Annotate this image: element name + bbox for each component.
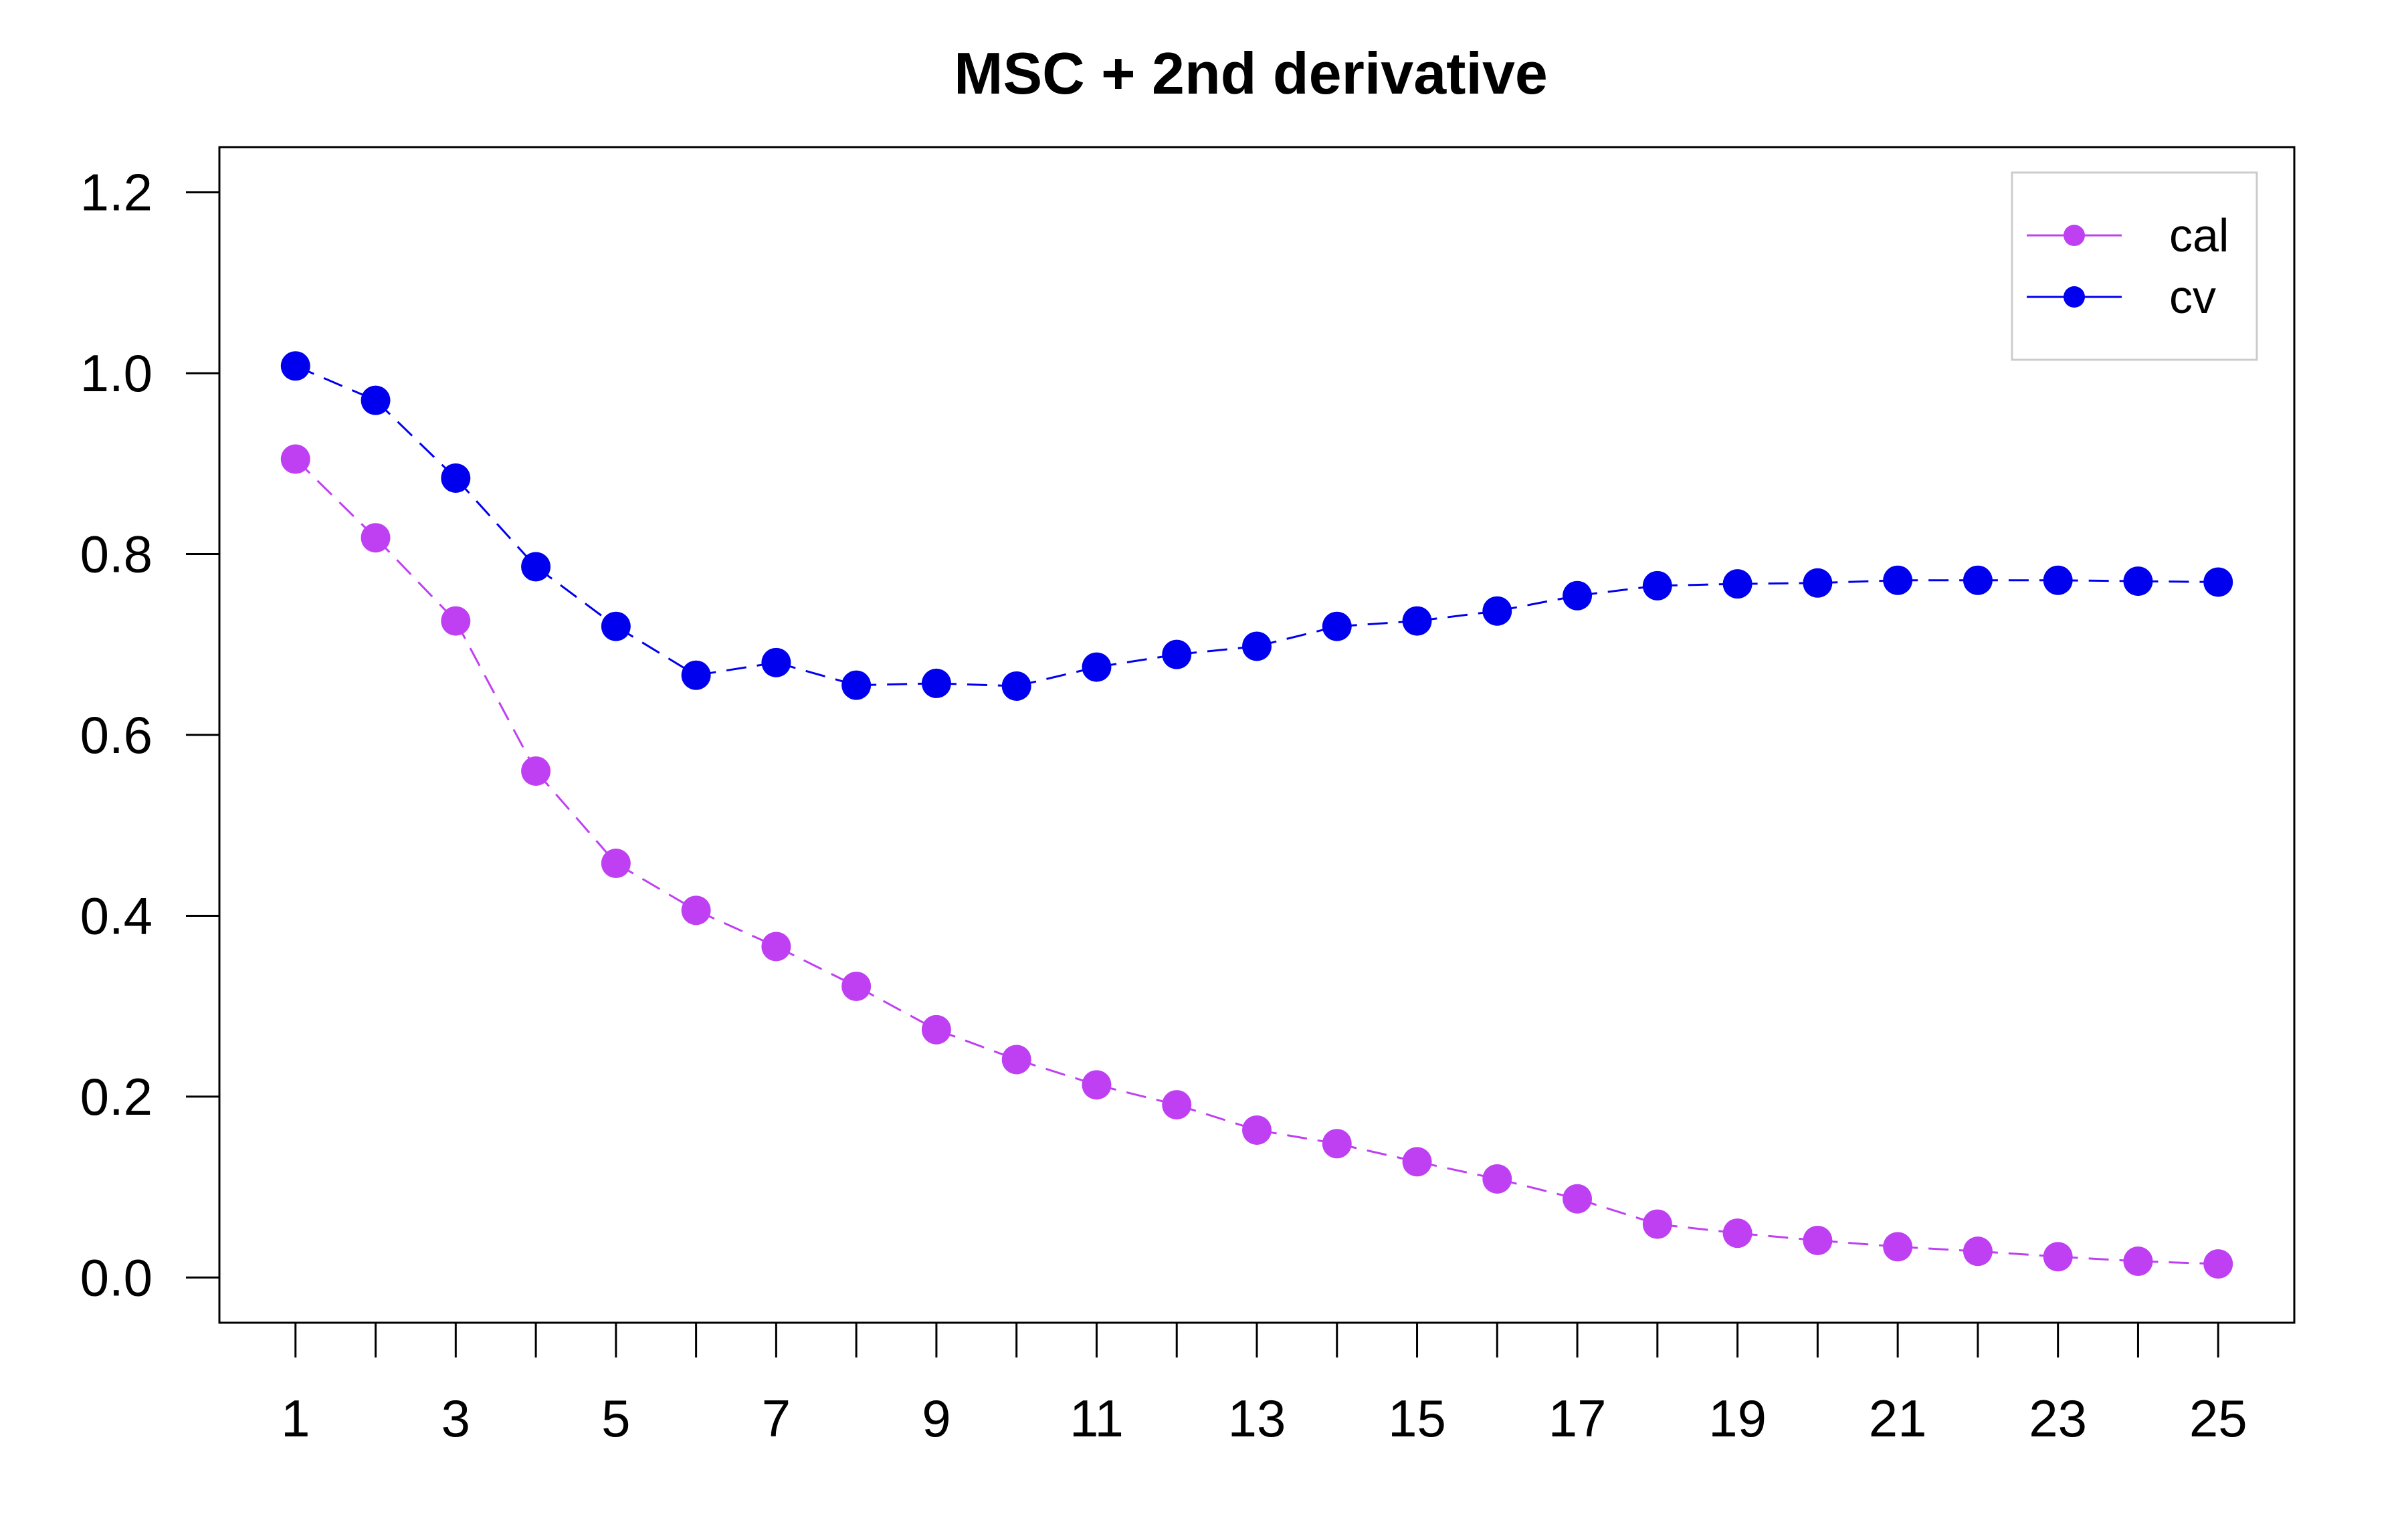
data-point — [1242, 1115, 1272, 1145]
data-point — [921, 1014, 951, 1045]
data-point — [1722, 1218, 1752, 1248]
series-line-segment — [615, 862, 697, 911]
data-point — [1883, 565, 1913, 595]
x-tick-label: 11 — [1070, 1389, 1124, 1448]
series-line-segment — [294, 458, 377, 539]
legend-marker — [2064, 286, 2085, 308]
plot-frame — [218, 146, 2296, 1324]
data-point — [441, 463, 471, 493]
series-cal — [280, 444, 2233, 1279]
data-point — [1963, 565, 1993, 595]
x-tick-label: 15 — [1388, 1389, 1446, 1448]
data-point — [601, 849, 631, 879]
x-tick-label: 3 — [441, 1389, 470, 1448]
data-point — [1322, 1129, 1352, 1159]
data-point — [841, 971, 872, 1001]
series-line-segment — [375, 399, 457, 479]
data-point — [441, 606, 471, 636]
data-point — [280, 351, 310, 381]
series-line-segment — [375, 537, 457, 622]
data-point — [761, 647, 791, 677]
data-point — [1402, 1147, 1432, 1177]
data-point — [1883, 1232, 1913, 1262]
data-point — [1001, 671, 1031, 701]
data-point — [2203, 1249, 2233, 1279]
legend-label: cv — [2169, 271, 2216, 323]
y-axis: 0.0 0.2 0.4 0.6 0.8 1.0 1.2 — [80, 163, 219, 1307]
series-layer — [280, 351, 2233, 1279]
data-point — [1963, 1236, 1993, 1267]
x-tick-label: 23 — [2029, 1389, 2087, 1448]
data-point — [681, 660, 711, 690]
y-tick-label: 0.4 — [80, 886, 153, 945]
data-point — [1082, 652, 1112, 682]
data-point — [841, 670, 872, 700]
data-point — [361, 523, 391, 553]
series-cv — [280, 351, 2233, 701]
data-point — [361, 385, 391, 415]
data-point — [521, 756, 551, 786]
y-tick-label: 0.0 — [80, 1248, 153, 1307]
data-point — [1642, 1209, 1672, 1239]
data-point — [1402, 606, 1432, 636]
data-point — [1162, 1090, 1192, 1120]
y-tick-label: 1.2 — [80, 163, 153, 222]
data-point — [1082, 1070, 1112, 1100]
data-point — [2203, 567, 2233, 597]
y-tick-label: 1.0 — [80, 344, 153, 403]
series-line-segment — [856, 985, 937, 1031]
data-point — [521, 552, 551, 582]
x-tick-label: 1 — [281, 1389, 310, 1448]
data-point — [1563, 1184, 1593, 1214]
y-tick-label: 0.2 — [80, 1067, 153, 1126]
series-line-segment — [454, 620, 537, 772]
legend: cal cv — [2011, 171, 2258, 361]
data-point — [921, 668, 951, 698]
y-tick-label: 0.6 — [80, 705, 153, 764]
data-point — [1242, 631, 1272, 661]
series-line-segment — [775, 946, 857, 988]
series-line-segment — [615, 625, 697, 677]
chart-title: MSC + 2nd derivative — [954, 40, 1548, 106]
data-point — [1722, 569, 1752, 599]
data-point — [1482, 596, 1512, 626]
data-point — [1803, 1225, 1833, 1255]
data-point — [601, 611, 631, 641]
data-point — [2043, 1242, 2073, 1272]
data-point — [681, 895, 711, 926]
data-point — [2123, 566, 2153, 596]
series-line-segment — [455, 477, 537, 568]
x-tick-label: 19 — [1708, 1389, 1767, 1448]
data-point — [1563, 580, 1593, 611]
x-tick-label: 13 — [1228, 1389, 1286, 1448]
x-axis: 1 3 5 7 9 11 13 15 17 19 21 23 25 — [281, 1323, 2247, 1448]
x-tick-label: 21 — [1869, 1389, 1927, 1448]
data-point — [1642, 570, 1672, 601]
series-line-segment — [535, 566, 617, 627]
data-point — [1482, 1164, 1512, 1194]
x-tick-label: 5 — [601, 1389, 630, 1448]
data-point — [1322, 611, 1352, 641]
x-tick-label: 9 — [922, 1389, 950, 1448]
x-tick-label: 17 — [1548, 1389, 1607, 1448]
legend-box — [2011, 171, 2258, 361]
series-line-segment — [534, 770, 617, 865]
data-point — [280, 444, 310, 474]
data-point — [2043, 565, 2073, 595]
y-tick-label: 0.8 — [80, 525, 153, 584]
data-point — [1162, 639, 1192, 669]
x-tick-label: 7 — [762, 1389, 791, 1448]
data-point — [761, 932, 791, 962]
x-tick-label: 25 — [2189, 1389, 2247, 1448]
legend-label: cal — [2169, 209, 2229, 261]
data-point — [1001, 1045, 1031, 1075]
legend-marker — [2064, 225, 2085, 246]
data-point — [1803, 568, 1833, 598]
data-point — [2123, 1246, 2153, 1277]
